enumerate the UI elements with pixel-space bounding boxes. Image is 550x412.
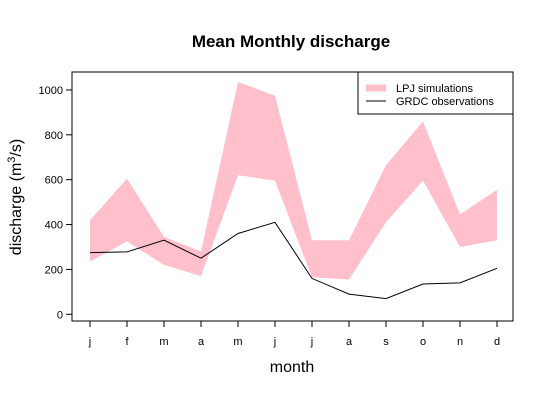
y-tick-label: 400 (45, 220, 63, 232)
plot-frame (71, 71, 514, 322)
x-tick-label: s (383, 336, 389, 348)
legend-box (357, 71, 514, 115)
band-layer (90, 82, 497, 280)
y-tick-label: 200 (45, 264, 63, 276)
x-tick-label: o (420, 336, 426, 348)
legend: LPJ simulations GRDC observations (357, 71, 514, 115)
chart-title: Mean Monthly discharge (192, 32, 390, 51)
x-tick-label: m (159, 336, 168, 348)
y-axis-label-main: discharge (m (8, 163, 25, 255)
lpj-band (90, 82, 497, 280)
legend-label-grdc: GRDC observations (396, 96, 494, 108)
y-axis-label-tail: /s) (8, 139, 25, 157)
x-tick-label: j (273, 336, 276, 348)
y-axis-label-superscript: 3 (6, 157, 18, 163)
x-tick-label: j (88, 336, 91, 348)
x-tick-label: j (310, 336, 313, 348)
line-layer (89, 221, 498, 300)
x-tick-label: a (346, 336, 353, 348)
x-tick-label: m (233, 336, 242, 348)
y-tick-label: 800 (45, 130, 63, 142)
legend-label-lpj: LPJ simulations (396, 83, 474, 95)
y-tick-label: 0 (57, 309, 63, 321)
x-tick-label: f (125, 336, 129, 348)
y-tick-label: 1000 (39, 85, 63, 97)
x-tick-label: n (457, 336, 463, 348)
y-tick-label: 600 (45, 175, 63, 187)
y-axis-label: discharge (m3/s) (6, 139, 25, 255)
x-tick-label: d (494, 336, 500, 348)
grdc-line (89, 221, 498, 300)
x-tick-label: a (198, 336, 205, 348)
y-axis: 0 200 400 600 800 1000 (39, 85, 72, 321)
x-axis-label: month (270, 359, 314, 376)
